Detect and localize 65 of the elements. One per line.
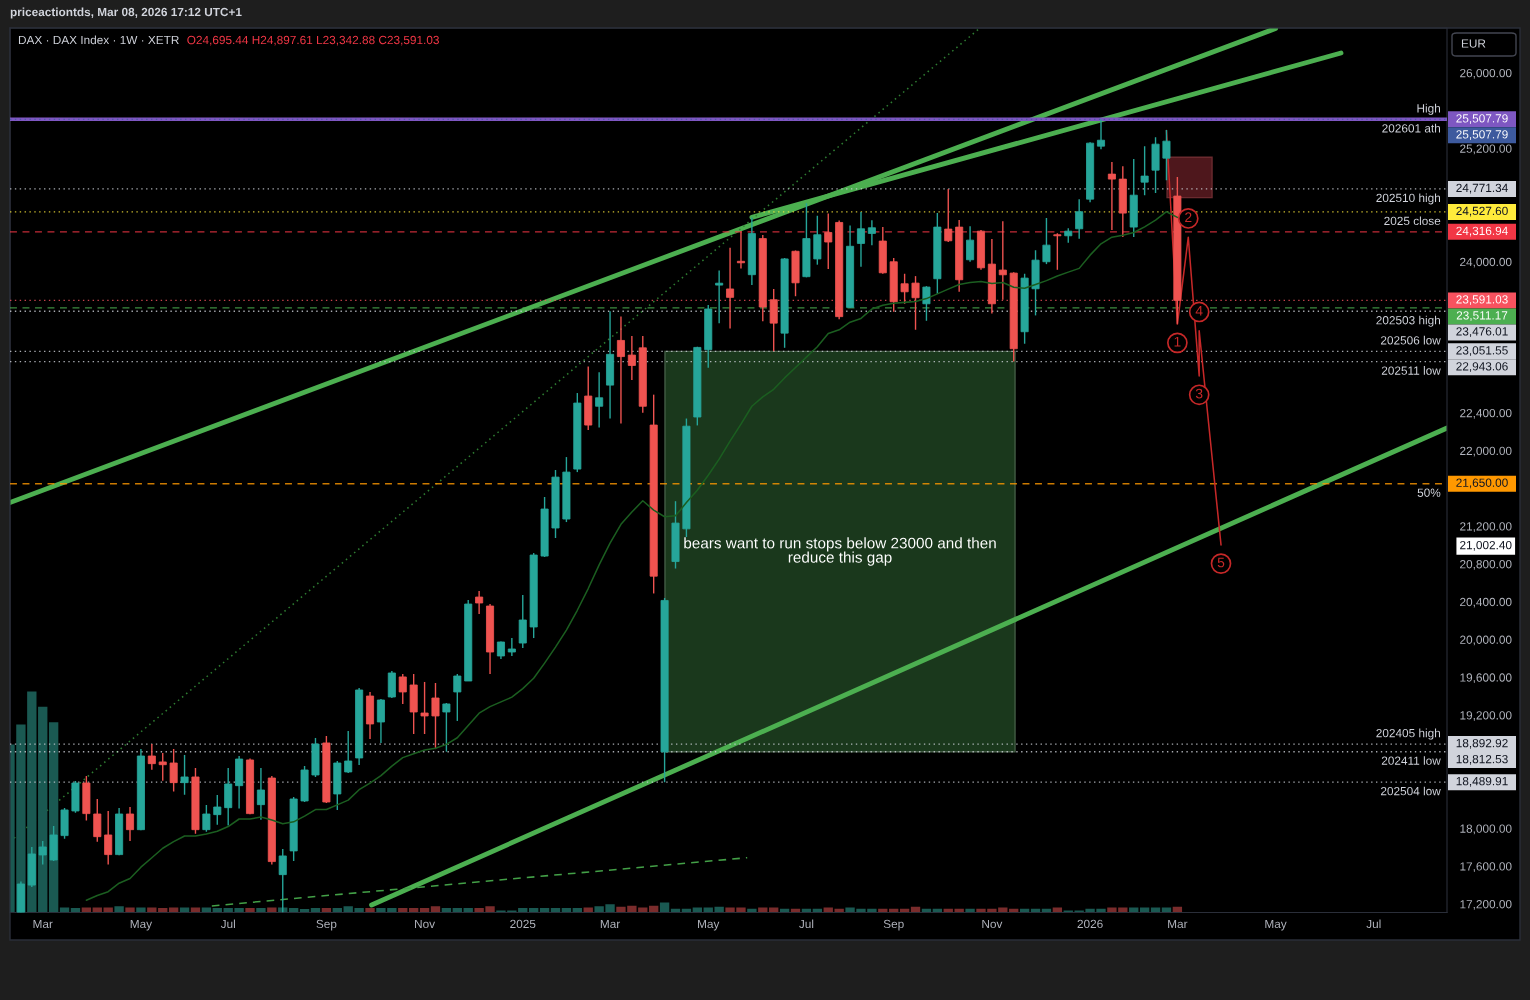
x-tick-label: Jul — [1366, 919, 1381, 929]
band-label: bears want to run stops below 23000 and then reduce this gap — [684, 537, 996, 566]
ref-line-label: 25,507.79 — [1456, 114, 1508, 124]
annotation: 202511 low — [1381, 366, 1441, 375]
ref-line-label: 18,489.91 — [1456, 776, 1508, 787]
x-tick-label: Nov — [415, 919, 436, 929]
y-tick-label: 20,800.00 — [1460, 560, 1512, 570]
x-tick-label: Sep — [883, 919, 904, 931]
ref-line-label: 23,051.55 — [1456, 346, 1508, 356]
y-tick-label: 17,600.00 — [1460, 862, 1512, 873]
ref-line-label: 22,943.06 — [1456, 362, 1508, 372]
ref-line-label: 25,507.79 — [1456, 130, 1508, 140]
text: priceactiontds, Mar 08, 2026 17:12 UTC+1 — [10, 7, 242, 19]
x-tick-label: Mar — [600, 919, 621, 929]
x-tick-label: Nov — [982, 919, 1003, 929]
annotation: 202503 high — [1376, 315, 1441, 327]
y-axis-title: EUR — [1461, 39, 1486, 48]
x-tick-label: May — [130, 919, 153, 931]
y-tick-label: 18,000.00 — [1460, 824, 1512, 835]
ref-line-label: 18,892.92 — [1456, 738, 1508, 749]
x-tick-label: Sep — [316, 919, 337, 931]
y-tick-label: 20,400.00 — [1460, 597, 1512, 608]
annotation: 202504 low — [1380, 786, 1441, 796]
x-tick-label: Jul — [799, 919, 814, 929]
x-tick-label: Jul — [220, 919, 235, 929]
annotation: 2 — [1185, 212, 1192, 223]
y-tick-label: 19,200.00 — [1460, 711, 1512, 721]
y-tick-label: 24,000.00 — [1460, 257, 1512, 268]
y-tick-label: 21,002.40 — [1460, 540, 1512, 551]
y-tick-label: 17,200.00 — [1460, 900, 1512, 910]
annotation: 202405 high — [1376, 728, 1441, 740]
y-tick-label: 22,000.00 — [1460, 446, 1512, 457]
text: DAX · DAX Index · 1W · XETR — [18, 35, 179, 45]
text: O24,695.44 H24,897.61 L23,342.88 C23,591.03 — [187, 35, 439, 46]
y-tick-label: 22,400.00 — [1460, 408, 1512, 419]
annotation: 4 — [1195, 305, 1203, 316]
ref-line-label: 18,812.53 — [1456, 754, 1508, 765]
annotation: High — [1417, 103, 1440, 115]
annotation: 202506 low — [1380, 335, 1441, 345]
x-tick-label: May — [698, 919, 720, 931]
annotation: 202510 high — [1376, 193, 1441, 205]
annotation: 3 — [1195, 388, 1203, 399]
annotation: 202411 low — [1381, 756, 1441, 765]
ref-line-label: 23,591.03 — [1456, 295, 1508, 305]
y-tick-label: 25,200.00 — [1460, 144, 1512, 155]
y-tick-label: 21,200.00 — [1460, 522, 1512, 532]
annotation: 202601 ath — [1382, 123, 1441, 133]
x-tick-label: 2025 — [510, 919, 536, 929]
ref-line-label: 23,476.01 — [1456, 327, 1508, 337]
ref-line-label: 24,527.60 — [1456, 206, 1508, 217]
x-tick-label: May — [1265, 919, 1287, 931]
x-tick-label: 2026 — [1077, 919, 1103, 929]
annotation: 50% — [1417, 488, 1441, 497]
y-tick-label: 19,600.00 — [1460, 673, 1512, 684]
annotation: 1 — [1174, 336, 1181, 347]
ref-line-label: 21,650.00 — [1456, 478, 1508, 489]
annotation: 5 — [1217, 557, 1225, 568]
x-tick-label: Mar — [1168, 919, 1188, 929]
y-tick-label: 26,000.00 — [1460, 68, 1512, 79]
ref-line-label: 24,316.94 — [1456, 226, 1508, 237]
ref-line-label: 24,771.34 — [1456, 183, 1508, 194]
annotation: 2025 close — [1384, 216, 1441, 226]
x-tick-label: Mar — [33, 919, 53, 929]
y-tick-label: 20,000.00 — [1460, 635, 1512, 646]
ref-line-label: 23,511.17 — [1456, 311, 1508, 321]
